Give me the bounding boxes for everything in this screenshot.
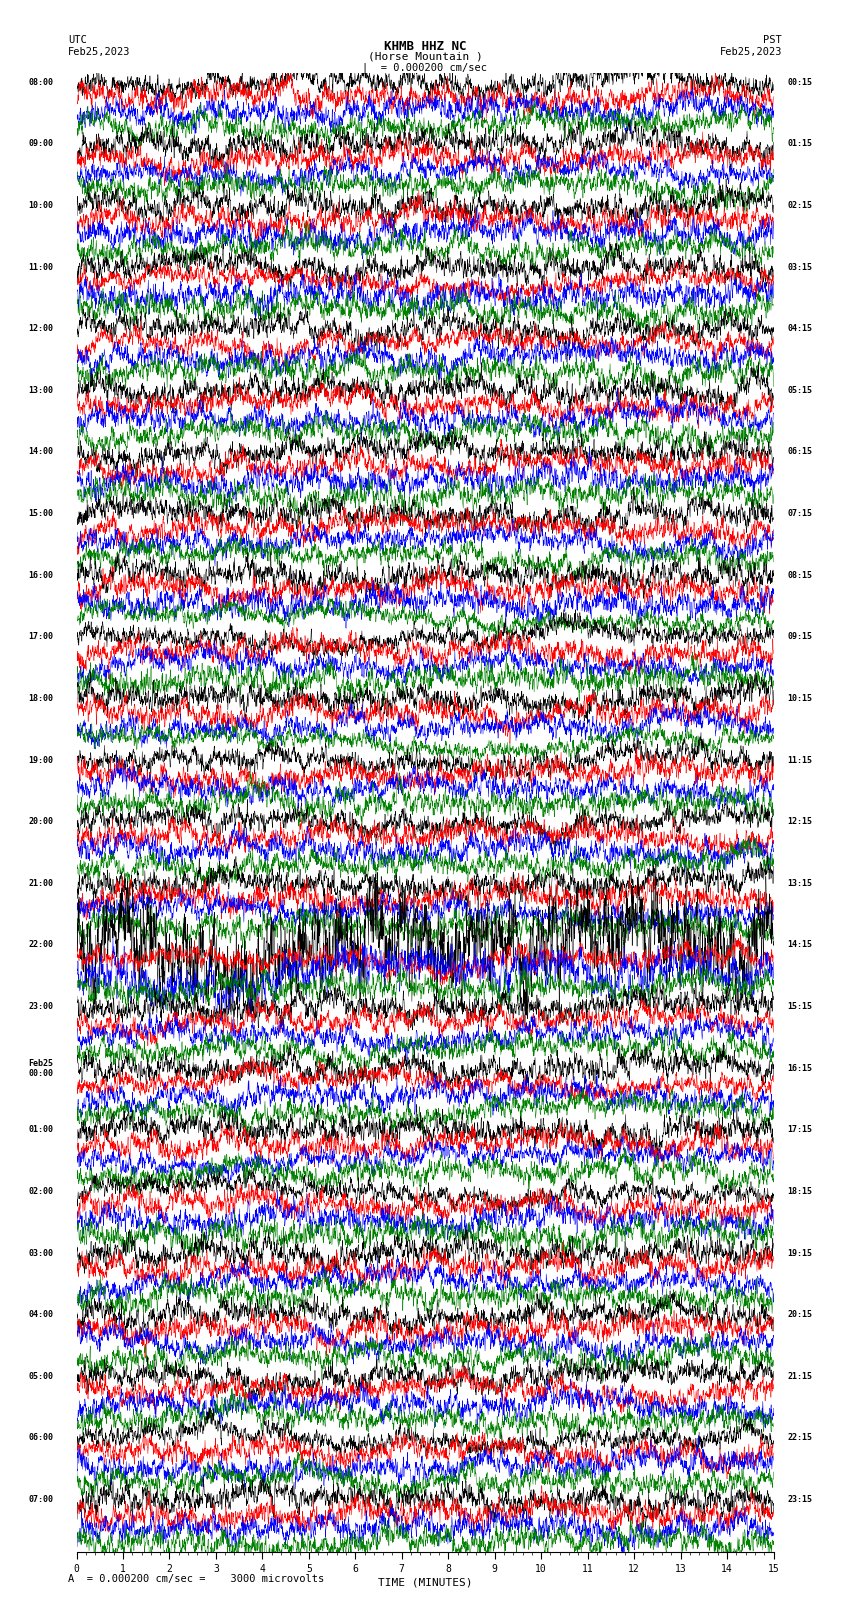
Text: 10:00: 10:00 — [28, 202, 54, 210]
Text: 23:15: 23:15 — [787, 1495, 813, 1505]
Text: 04:15: 04:15 — [787, 324, 813, 334]
Text: 22:15: 22:15 — [787, 1434, 813, 1442]
Text: 15:00: 15:00 — [28, 510, 54, 518]
Text: Feb25
00:00: Feb25 00:00 — [28, 1058, 54, 1077]
Text: 12:00: 12:00 — [28, 324, 54, 334]
Text: 18:15: 18:15 — [787, 1187, 813, 1195]
Text: 14:00: 14:00 — [28, 447, 54, 456]
Text: 15:15: 15:15 — [787, 1002, 813, 1011]
Text: 06:00: 06:00 — [28, 1434, 54, 1442]
Text: 02:00: 02:00 — [28, 1187, 54, 1195]
Text: 19:15: 19:15 — [787, 1248, 813, 1258]
Text: 11:15: 11:15 — [787, 755, 813, 765]
Text: 11:00: 11:00 — [28, 263, 54, 271]
Text: 17:15: 17:15 — [787, 1126, 813, 1134]
Text: (Horse Mountain ): (Horse Mountain ) — [367, 52, 483, 61]
Text: 14:15: 14:15 — [787, 940, 813, 950]
Text: 06:15: 06:15 — [787, 447, 813, 456]
Text: 20:00: 20:00 — [28, 818, 54, 826]
Text: 18:00: 18:00 — [28, 694, 54, 703]
Text: 13:15: 13:15 — [787, 879, 813, 887]
Text: A  = 0.000200 cm/sec =    3000 microvolts: A = 0.000200 cm/sec = 3000 microvolts — [68, 1574, 324, 1584]
Text: 04:00: 04:00 — [28, 1310, 54, 1319]
Text: 12:15: 12:15 — [787, 818, 813, 826]
Text: 13:00: 13:00 — [28, 386, 54, 395]
Text: 21:15: 21:15 — [787, 1373, 813, 1381]
Text: 16:15: 16:15 — [787, 1063, 813, 1073]
Text: 16:00: 16:00 — [28, 571, 54, 579]
Text: 00:15: 00:15 — [787, 77, 813, 87]
Text: 08:15: 08:15 — [787, 571, 813, 579]
Text: 20:15: 20:15 — [787, 1310, 813, 1319]
Text: 10:15: 10:15 — [787, 694, 813, 703]
Text: 01:15: 01:15 — [787, 139, 813, 148]
Text: 17:00: 17:00 — [28, 632, 54, 642]
Text: 01:00: 01:00 — [28, 1126, 54, 1134]
Text: 03:00: 03:00 — [28, 1248, 54, 1258]
Text: 05:00: 05:00 — [28, 1373, 54, 1381]
Text: 19:00: 19:00 — [28, 755, 54, 765]
Text: 02:15: 02:15 — [787, 202, 813, 210]
X-axis label: TIME (MINUTES): TIME (MINUTES) — [377, 1578, 473, 1587]
Text: KHMB HHZ NC: KHMB HHZ NC — [383, 40, 467, 53]
Text: 09:15: 09:15 — [787, 632, 813, 642]
Text: 08:00: 08:00 — [28, 77, 54, 87]
Text: PST
Feb25,2023: PST Feb25,2023 — [719, 35, 782, 56]
Text: |  = 0.000200 cm/sec: | = 0.000200 cm/sec — [362, 63, 488, 74]
Text: 07:00: 07:00 — [28, 1495, 54, 1505]
Text: 22:00: 22:00 — [28, 940, 54, 950]
Text: 05:15: 05:15 — [787, 386, 813, 395]
Text: 03:15: 03:15 — [787, 263, 813, 271]
Text: UTC
Feb25,2023: UTC Feb25,2023 — [68, 35, 131, 56]
Text: 21:00: 21:00 — [28, 879, 54, 887]
Text: 09:00: 09:00 — [28, 139, 54, 148]
Text: 07:15: 07:15 — [787, 510, 813, 518]
Text: 23:00: 23:00 — [28, 1002, 54, 1011]
